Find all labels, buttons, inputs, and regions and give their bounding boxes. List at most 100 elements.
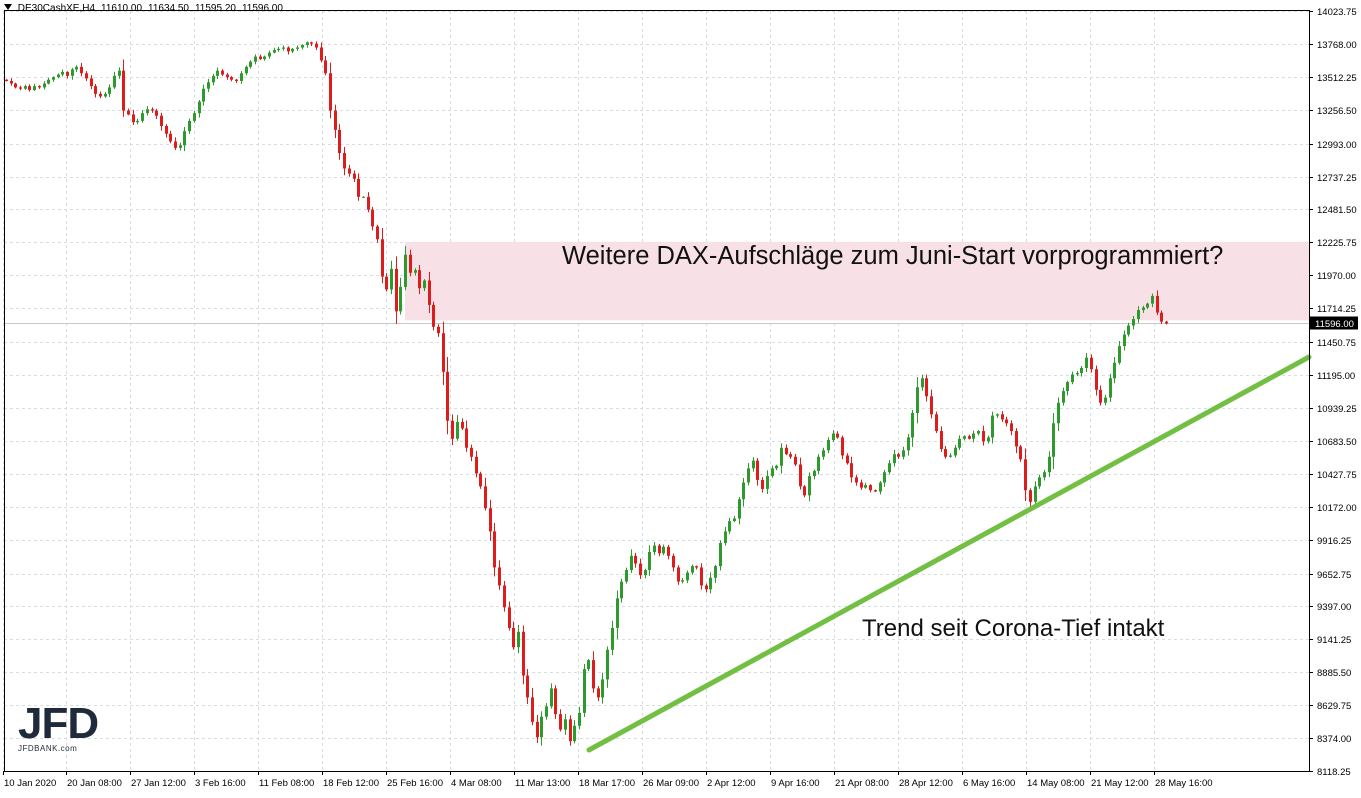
candle-body xyxy=(1080,367,1083,374)
candle-body xyxy=(662,546,665,554)
candle-body xyxy=(1010,423,1013,432)
candle-body xyxy=(188,120,191,132)
high-value: 11634.50 xyxy=(148,3,189,14)
candle-body xyxy=(277,48,280,51)
candle-body xyxy=(395,268,398,312)
candle-body xyxy=(667,546,670,556)
candle-body xyxy=(536,721,539,738)
y-tick-label: 12993.00 xyxy=(1317,140,1357,151)
candle-body xyxy=(226,74,229,78)
axes: 14023.75 13768.00 13512.25 13256.50 12993.00… xyxy=(3,7,1358,789)
candle-body xyxy=(813,470,816,477)
candle-body xyxy=(357,178,360,197)
y-tick-label: 10939.25 xyxy=(1317,404,1357,415)
candle-body xyxy=(846,455,849,464)
y-tick-label: 8885.50 xyxy=(1317,668,1351,679)
candle-body xyxy=(728,521,731,532)
candle-body xyxy=(301,44,304,48)
candle-body xyxy=(1038,477,1041,487)
candle-body xyxy=(461,422,464,429)
x-tick-label: 18 Feb 12:00 xyxy=(323,778,379,789)
candle-body xyxy=(930,396,933,415)
low-value: 11595.20 xyxy=(194,3,236,14)
candle-body xyxy=(1085,357,1088,368)
candle-body xyxy=(484,486,487,509)
x-tick-label: 21 May 12:00 xyxy=(1091,778,1149,789)
candle-body xyxy=(686,572,689,581)
candle-body xyxy=(587,660,590,670)
candle-body xyxy=(1024,459,1027,491)
candle-body xyxy=(1034,486,1037,502)
x-tick-label: 25 Feb 16:00 xyxy=(387,778,443,789)
candle-body xyxy=(1043,472,1046,478)
candle-body xyxy=(559,714,562,730)
candle-body xyxy=(47,79,50,84)
candle-body xyxy=(169,133,172,142)
candle-body xyxy=(263,56,266,60)
candle-body xyxy=(616,598,619,628)
candle-body xyxy=(320,47,323,61)
candle-body xyxy=(1146,303,1149,308)
candle-body xyxy=(498,567,501,586)
candle-body xyxy=(681,580,684,582)
candle-body xyxy=(963,436,966,439)
x-tick-label: 11 Mar 13:00 xyxy=(515,778,570,789)
candle-body xyxy=(573,725,576,742)
x-tick-label: 26 Mar 09:00 xyxy=(643,778,699,789)
y-tick-label: 11195.00 xyxy=(1317,371,1355,382)
candle-body xyxy=(921,378,924,388)
y-tick-label: 9652.75 xyxy=(1317,570,1351,581)
candle-body xyxy=(33,86,36,90)
candle-body xyxy=(165,126,168,134)
logo-subtext: JFDBANK.com xyxy=(18,744,78,753)
candle-body xyxy=(14,83,17,88)
candle-body xyxy=(235,79,238,81)
candle-body xyxy=(437,326,440,334)
y-tick-label: 11970.00 xyxy=(1317,271,1356,282)
candle-body xyxy=(287,47,290,52)
candle-body xyxy=(404,254,407,287)
candle-body xyxy=(348,168,351,174)
candle-body xyxy=(733,518,736,522)
candle-body xyxy=(324,60,327,74)
candle-body xyxy=(897,454,900,457)
candle-body xyxy=(132,114,135,123)
candle-body xyxy=(691,566,694,573)
candle-body xyxy=(987,437,990,442)
y-tick-label: 13256.50 xyxy=(1317,106,1357,117)
candle-body xyxy=(479,473,482,487)
candle-body xyxy=(893,454,896,464)
candle-body xyxy=(174,141,177,148)
candle-body xyxy=(1123,334,1126,347)
candle-body xyxy=(432,304,435,327)
candle-body xyxy=(1160,312,1163,322)
candle-body xyxy=(771,468,774,477)
candle-body xyxy=(428,280,431,305)
candle-body xyxy=(540,716,543,738)
candle-body xyxy=(52,77,55,80)
x-tick-label: 9 Apr 16:00 xyxy=(771,778,820,789)
candle-body xyxy=(850,463,853,478)
candle-body xyxy=(625,570,628,582)
candle-body xyxy=(1015,431,1018,447)
candle-body xyxy=(550,688,553,707)
candle-body xyxy=(146,109,149,114)
open-value: 11610.00 xyxy=(101,3,143,14)
candle-body xyxy=(522,631,525,676)
candle-body xyxy=(648,551,651,571)
candle-body xyxy=(695,566,698,568)
candle-body xyxy=(799,464,802,487)
candle-body xyxy=(700,567,703,586)
candle-body xyxy=(742,482,745,500)
plot-frame xyxy=(4,10,1310,772)
candle-body xyxy=(108,87,111,94)
candle-body xyxy=(118,70,121,76)
candle-body xyxy=(531,697,534,722)
candle-body xyxy=(869,485,872,491)
candle-body xyxy=(841,437,844,456)
candle-body xyxy=(259,56,262,60)
candle-body xyxy=(329,73,332,111)
chevron-down-icon[interactable] xyxy=(4,4,12,10)
x-tick-label: 18 Mar 17:00 xyxy=(579,778,635,789)
